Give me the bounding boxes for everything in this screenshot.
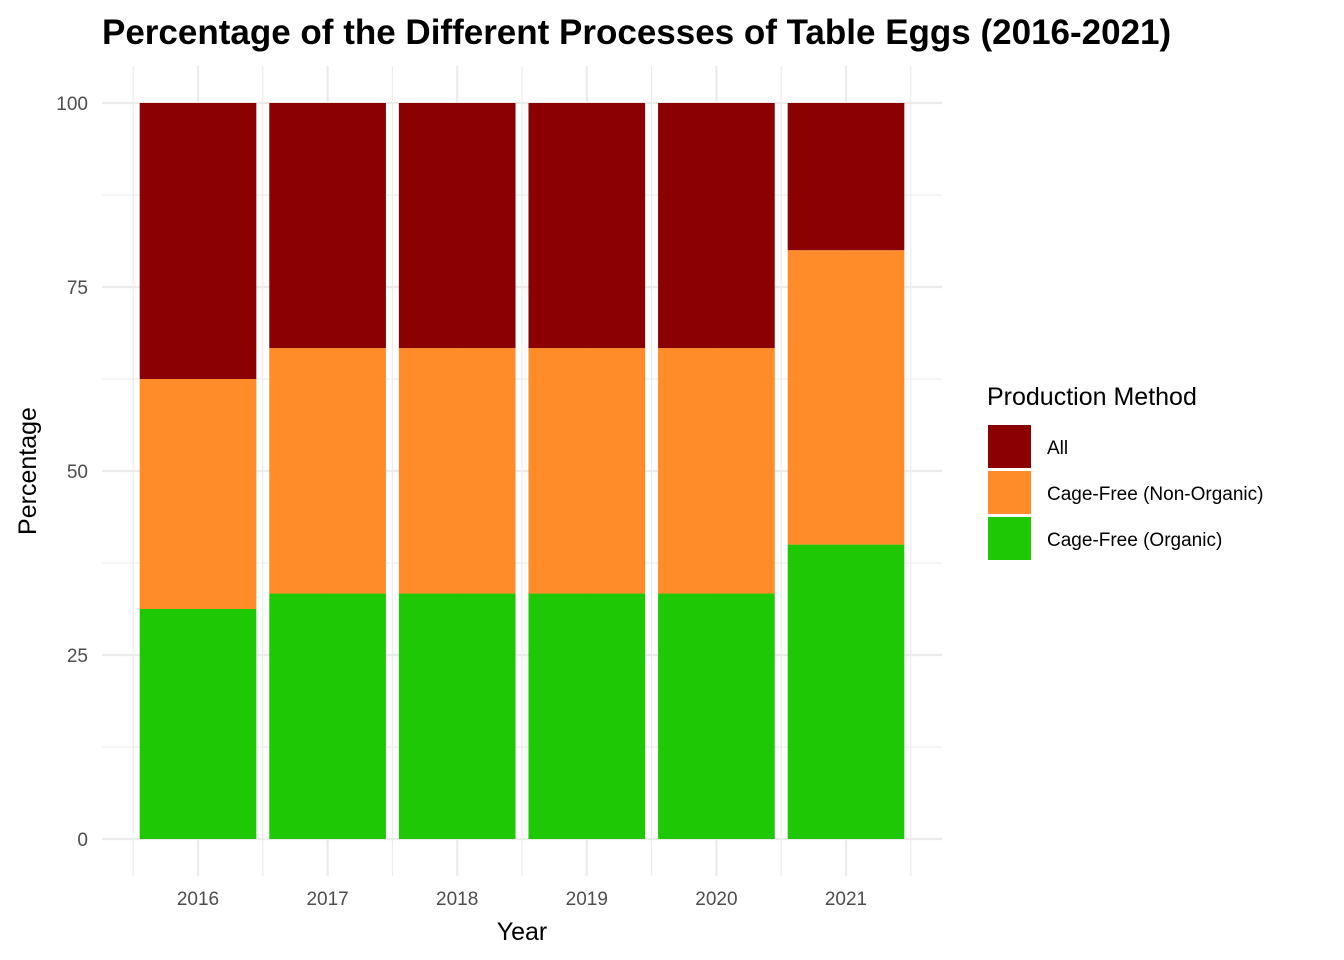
y-tick-label: 50: [67, 462, 88, 483]
legend-swatch: [988, 471, 1031, 514]
legend-label: All: [1047, 438, 1068, 459]
bar-2020-cage-free-non-organic: [658, 348, 775, 594]
bar-2017-cage-free-organic: [269, 593, 386, 839]
x-tick-label: 2017: [306, 889, 348, 910]
x-tick-label: 2021: [825, 889, 867, 910]
bar-2021-cage-free-organic: [787, 544, 905, 839]
bar-2020-cage-free-organic: [658, 593, 775, 839]
legend-swatch: [988, 425, 1031, 468]
x-tick-label: 2018: [436, 889, 478, 910]
y-tick-label: 100: [56, 94, 88, 115]
y-tick-label: 0: [77, 830, 88, 851]
legend: Production Method All Cage-Free (Non-Orga…: [987, 383, 1263, 560]
bar-2020-all: [658, 103, 775, 349]
legend-label: Cage-Free (Non-Organic): [1047, 484, 1263, 505]
x-tick-label: 2020: [695, 889, 737, 910]
bar-2016-cage-free-organic: [139, 609, 257, 839]
bar-2018-all: [398, 103, 516, 349]
bars: [139, 103, 905, 839]
y-axis-ticks: 0 25 50 75 100: [56, 94, 88, 851]
x-axis-title: Year: [497, 918, 548, 946]
legend-title: Production Method: [987, 383, 1197, 411]
x-axis-ticks: 2016 2017 2018 2019 2020 2021: [177, 889, 867, 910]
bar-2018-cage-free-non-organic: [398, 348, 516, 594]
y-axis-title: Percentage: [14, 407, 42, 535]
bar-2016-all: [139, 103, 257, 379]
bar-2021-all: [787, 103, 905, 251]
legend-label: Cage-Free (Organic): [1047, 530, 1222, 551]
bar-2019-cage-free-organic: [528, 593, 646, 839]
chart-title: Percentage of the Different Processes of…: [102, 13, 1171, 52]
x-tick-label: 2019: [566, 889, 608, 910]
bar-2019-all: [528, 103, 646, 349]
bar-2019-cage-free-non-organic: [528, 348, 646, 594]
y-tick-label: 75: [67, 278, 88, 299]
y-tick-label: 25: [67, 646, 88, 667]
x-tick-label: 2016: [177, 889, 219, 910]
bar-2021-cage-free-non-organic: [787, 250, 905, 545]
bar-2017-cage-free-non-organic: [269, 348, 386, 594]
bar-2016-cage-free-non-organic: [139, 379, 257, 609]
bar-2018-cage-free-organic: [398, 593, 516, 839]
legend-swatch: [988, 517, 1031, 560]
bar-2017-all: [269, 103, 386, 349]
